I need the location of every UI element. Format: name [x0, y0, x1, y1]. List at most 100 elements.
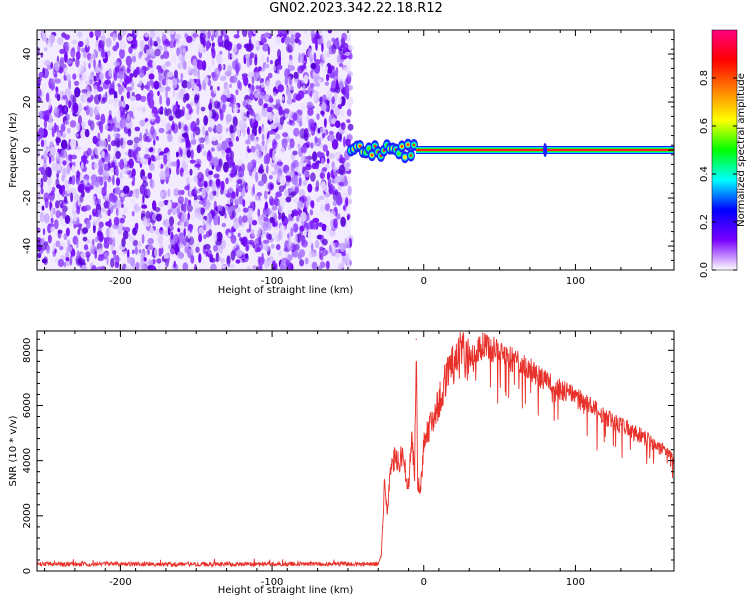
noise-blob [326, 158, 330, 164]
noise-blob [341, 32, 347, 42]
noise-blob [77, 44, 81, 53]
noise-blob [163, 254, 169, 259]
noise-blob [307, 183, 313, 193]
noise-blob [47, 223, 52, 234]
noise-blob [317, 222, 324, 227]
noise-blob [94, 30, 102, 38]
noise-blob [189, 159, 196, 164]
noise-blob [115, 150, 121, 160]
noise-blob [64, 215, 71, 224]
noise-blob [267, 182, 275, 191]
noise-blob [78, 31, 82, 39]
noise-blob [54, 78, 61, 84]
noise-blob [278, 229, 282, 241]
noise-blob [333, 169, 336, 175]
noise-blob [324, 198, 330, 204]
noise-blob [115, 41, 120, 50]
noise-blob [272, 231, 278, 240]
noise-blob [65, 246, 73, 253]
noise-blob [147, 244, 154, 251]
noise-blob [314, 136, 318, 144]
noise-blob [186, 103, 191, 109]
noise-blob [122, 210, 127, 216]
noise-blob [345, 197, 349, 207]
noise-blob [334, 242, 341, 248]
noise-blob [346, 108, 352, 117]
noise-blob [70, 138, 77, 150]
noise-blob [109, 123, 114, 132]
noise-blob [287, 210, 293, 215]
noise-blob [238, 195, 244, 205]
noise-blob [268, 175, 273, 180]
noise-blob [108, 88, 116, 95]
noise-blob [193, 186, 197, 195]
noise-blob [237, 232, 241, 238]
noise-blob [233, 221, 240, 230]
noise-blob [346, 256, 350, 267]
noise-blob [81, 183, 85, 191]
noise-blob [97, 248, 104, 255]
noise-blob [149, 36, 153, 47]
noise-blob [288, 77, 293, 86]
noise-blob [66, 73, 72, 82]
noise-blob [318, 248, 322, 260]
noise-blob [308, 118, 315, 128]
noise-blob [68, 100, 71, 109]
noise-blob [263, 155, 268, 165]
noise-blob [256, 247, 261, 253]
noise-blob [320, 110, 325, 115]
noise-blob [49, 141, 54, 148]
snr-x-tick-label: 100 [566, 577, 585, 588]
noise-blob [278, 55, 282, 63]
noise-blob [121, 237, 126, 248]
noise-blob [336, 54, 340, 64]
noise-blob [275, 111, 279, 120]
noise-blob [338, 181, 345, 187]
snr-point [453, 363, 455, 365]
noise-blob [94, 236, 99, 243]
noise-blob [226, 255, 231, 266]
signal-peak [412, 143, 416, 147]
noise-blob [140, 95, 147, 103]
noise-blob [203, 115, 209, 126]
noise-blob [292, 223, 299, 233]
spectrogram-x-axis-label: Height of straight line (km) [218, 285, 354, 296]
noise-blob [88, 74, 95, 85]
noise-blob [314, 35, 321, 40]
noise-blob [142, 106, 146, 113]
noise-blob [265, 80, 270, 91]
noise-blob [147, 259, 154, 266]
noise-blob [201, 60, 207, 71]
noise-blob [73, 224, 77, 229]
noise-blob [81, 264, 87, 270]
noise-blob [122, 230, 129, 240]
noise-blob [51, 162, 58, 172]
noise-blob [249, 92, 254, 101]
noise-blob [114, 186, 121, 195]
noise-blob [135, 146, 141, 152]
noise-blob [328, 177, 332, 187]
noise-blob [279, 116, 284, 126]
snr-point [383, 484, 385, 487]
noise-blob [79, 172, 84, 181]
noise-blob [51, 128, 55, 138]
noise-blob [125, 55, 132, 67]
noise-blob [252, 242, 255, 249]
noise-blob [216, 53, 223, 64]
noise-blob [141, 234, 145, 244]
noise-blob [43, 256, 48, 266]
noise-blob [219, 109, 224, 121]
noise-blob [154, 48, 161, 57]
noise-blob [334, 175, 338, 184]
noise-blob [183, 227, 186, 237]
noise-blob [225, 153, 230, 162]
noise-blob [76, 122, 81, 132]
noise-blob [189, 168, 193, 176]
noise-blob [184, 185, 190, 191]
noise-blob [121, 148, 125, 156]
noise-blob [269, 94, 272, 104]
noise-blob [126, 91, 131, 99]
noise-blob [328, 131, 334, 136]
noise-blob [171, 202, 177, 209]
